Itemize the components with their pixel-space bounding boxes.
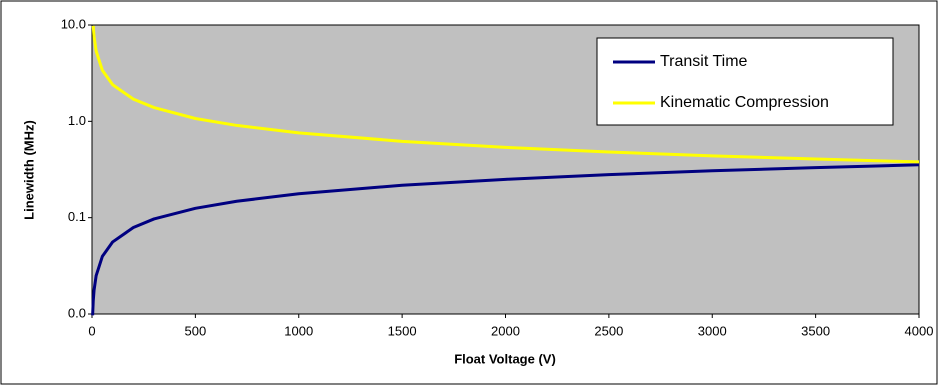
y-axis-label: Linewidth (MHz): [21, 120, 36, 220]
legend-label: Transit Time: [660, 53, 748, 70]
x-tick-label: 2500: [594, 323, 623, 338]
x-tick-label: 3500: [801, 323, 830, 338]
x-tick-label: 1000: [284, 323, 313, 338]
legend-label: Kinematic Compression: [660, 94, 829, 111]
x-tick-label: 2000: [491, 323, 520, 338]
y-tick-label: 10.0: [61, 16, 86, 31]
x-tick-label: 500: [185, 323, 207, 338]
line-series: [91, 163, 920, 316]
y-tick-label: 0.0: [68, 305, 86, 320]
x-tick-label: 3000: [698, 323, 727, 338]
x-tick-label: 0: [88, 323, 95, 338]
x-tick-label: 1500: [388, 323, 417, 338]
y-tick-label: 1.0: [68, 113, 86, 128]
x-axis-label: Float Voltage (V): [454, 351, 556, 366]
x-tick-label: 4000: [905, 323, 934, 338]
legend-box: [596, 37, 894, 126]
y-tick-label: 0.1: [68, 209, 86, 224]
line-series: [91, 25, 920, 164]
